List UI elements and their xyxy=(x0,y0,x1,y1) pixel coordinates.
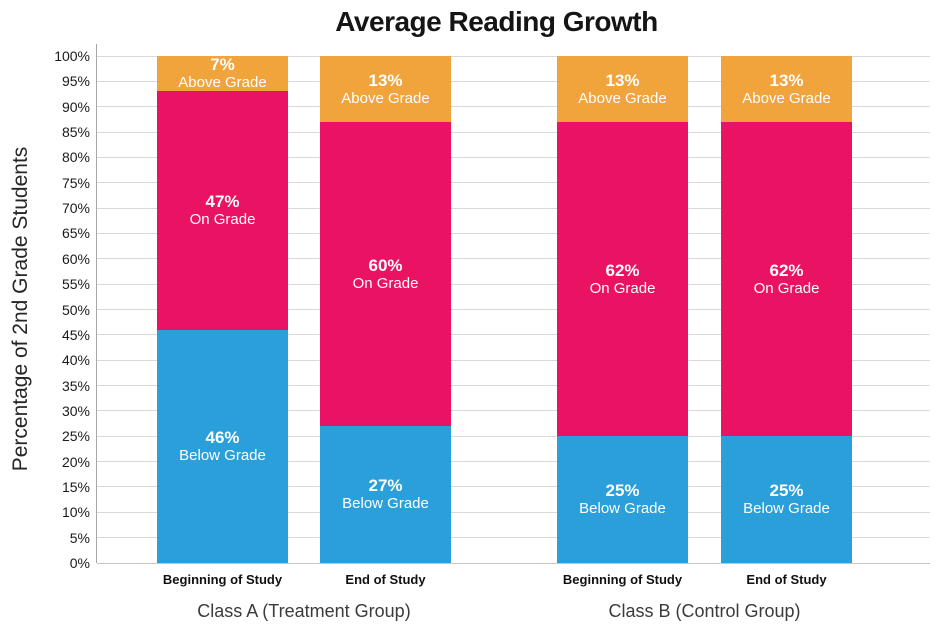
segment-value-label: 47% xyxy=(205,192,240,212)
x-category-label: Beginning of Study xyxy=(562,572,683,587)
y-tick-label-10: 10% xyxy=(61,504,90,521)
bar-segment-end-of-study-on-grade: 62% On Grade xyxy=(721,121,852,437)
y-tick-label-100: 100% xyxy=(54,48,90,64)
bar-segment-beginning-of-study-on-grade: 47% On Grade xyxy=(157,91,288,330)
bar-segment-beginning-of-study-above-grade: 13% Above Grade xyxy=(557,56,688,122)
segment-series-name: On Grade xyxy=(753,279,820,297)
y-tick-label-30: 30% xyxy=(61,402,90,419)
segment-series-name: Above Grade xyxy=(742,89,831,107)
segment-value-label: 60% xyxy=(368,255,403,275)
segment-value-label: 46% xyxy=(205,428,240,448)
gridline-75 xyxy=(97,182,930,184)
gridline-50 xyxy=(97,309,930,310)
y-tick-label-65: 65% xyxy=(61,225,90,242)
gridline-20 xyxy=(97,461,930,463)
segment-series-name: On Grade xyxy=(589,279,656,297)
segment-series-name: Below Grade xyxy=(743,500,830,518)
segment-value-label: 13% xyxy=(605,70,640,90)
gridline-65 xyxy=(97,232,930,234)
bar-segment-beginning-of-study-below-grade: 25% Below Grade xyxy=(557,436,688,563)
gridline-70 xyxy=(97,207,930,209)
gridline-85 xyxy=(97,131,930,133)
segment-value-label: 13% xyxy=(769,70,804,90)
segment-value-label: 7% xyxy=(210,55,235,75)
segment-value-label: 25% xyxy=(605,481,640,501)
y-tick-label-60: 60% xyxy=(61,250,90,267)
segment-series-name: Below Grade xyxy=(179,447,266,465)
segment-series-name: Above Grade xyxy=(178,74,267,92)
y-tick-label-0: 0% xyxy=(69,555,90,571)
y-tick-label-25: 25% xyxy=(61,428,90,445)
gridline-35 xyxy=(97,385,930,387)
gridline-60 xyxy=(97,258,930,260)
y-axis-line xyxy=(96,44,97,563)
segment-series-name: Above Grade xyxy=(341,89,430,107)
segment-value-label: 62% xyxy=(605,260,640,280)
y-tick-label-40: 40% xyxy=(61,352,90,369)
y-tick-label-50: 50% xyxy=(61,301,90,318)
gridline-25 xyxy=(97,435,930,437)
segment-series-name: Below Grade xyxy=(342,495,429,513)
bar-segment-beginning-of-study-above-grade: 7% Above Grade xyxy=(157,55,288,92)
y-tick-label-95: 95% xyxy=(61,73,90,90)
y-tick-label-20: 20% xyxy=(61,453,90,470)
gridline-55 xyxy=(97,283,930,285)
segment-series-name: On Grade xyxy=(189,211,256,229)
segment-value-label: 13% xyxy=(368,70,403,90)
y-tick-label-55: 55% xyxy=(61,276,90,293)
y-tick-label-90: 90% xyxy=(61,98,90,115)
y-tick-label-75: 75% xyxy=(61,174,90,191)
y-tick-label-45: 45% xyxy=(61,326,90,343)
gridline-95 xyxy=(97,80,930,82)
gridline-100 xyxy=(97,55,930,57)
y-axis-title: Percentage of 2nd Grade Students xyxy=(9,146,32,472)
gridline-40 xyxy=(97,359,930,361)
gridline-45 xyxy=(97,334,930,336)
x-group-label: Class B (Control Group) xyxy=(608,601,801,621)
segment-series-name: On Grade xyxy=(352,274,419,292)
gridline-5 xyxy=(97,537,930,539)
gridline-15 xyxy=(97,486,930,488)
bar-segment-end-of-study-above-grade: 13% Above Grade xyxy=(721,56,852,122)
bar-segment-end-of-study-below-grade: 25% Below Grade xyxy=(721,436,852,563)
y-tick-label-35: 35% xyxy=(61,377,90,394)
segment-value-label: 27% xyxy=(368,476,403,496)
gridline-30 xyxy=(97,410,930,412)
bar-segment-end-of-study-on-grade: 60% On Grade xyxy=(320,121,451,427)
x-category-label: Beginning of Study xyxy=(162,572,283,587)
segment-value-label: 62% xyxy=(769,260,804,280)
gridline-10 xyxy=(97,511,930,513)
segment-series-name: Above Grade xyxy=(578,89,667,107)
x-category-label: End of Study xyxy=(746,572,827,587)
y-tick-label-80: 80% xyxy=(61,149,90,166)
bar-segment-end-of-study-below-grade: 27% Below Grade xyxy=(320,426,451,563)
y-tick-label-15: 15% xyxy=(61,478,90,495)
x-category-label: End of Study xyxy=(345,572,426,587)
y-tick-label-5: 5% xyxy=(69,529,90,546)
bar-segment-beginning-of-study-below-grade: 46% Below Grade xyxy=(157,329,288,563)
gridline-90 xyxy=(97,106,930,108)
y-tick-label-85: 85% xyxy=(61,124,90,141)
x-group-label: Class A (Treatment Group) xyxy=(197,601,411,621)
chart-title: Average Reading Growth xyxy=(335,6,658,37)
gridline-0 xyxy=(97,562,930,564)
segment-value-label: 25% xyxy=(769,481,804,501)
gridline-80 xyxy=(97,156,930,158)
y-tick-label-70: 70% xyxy=(61,200,90,217)
bar-segment-end-of-study-above-grade: 13% Above Grade xyxy=(320,56,451,122)
bar-segment-beginning-of-study-on-grade: 62% On Grade xyxy=(557,121,688,437)
segment-series-name: Below Grade xyxy=(579,500,666,518)
